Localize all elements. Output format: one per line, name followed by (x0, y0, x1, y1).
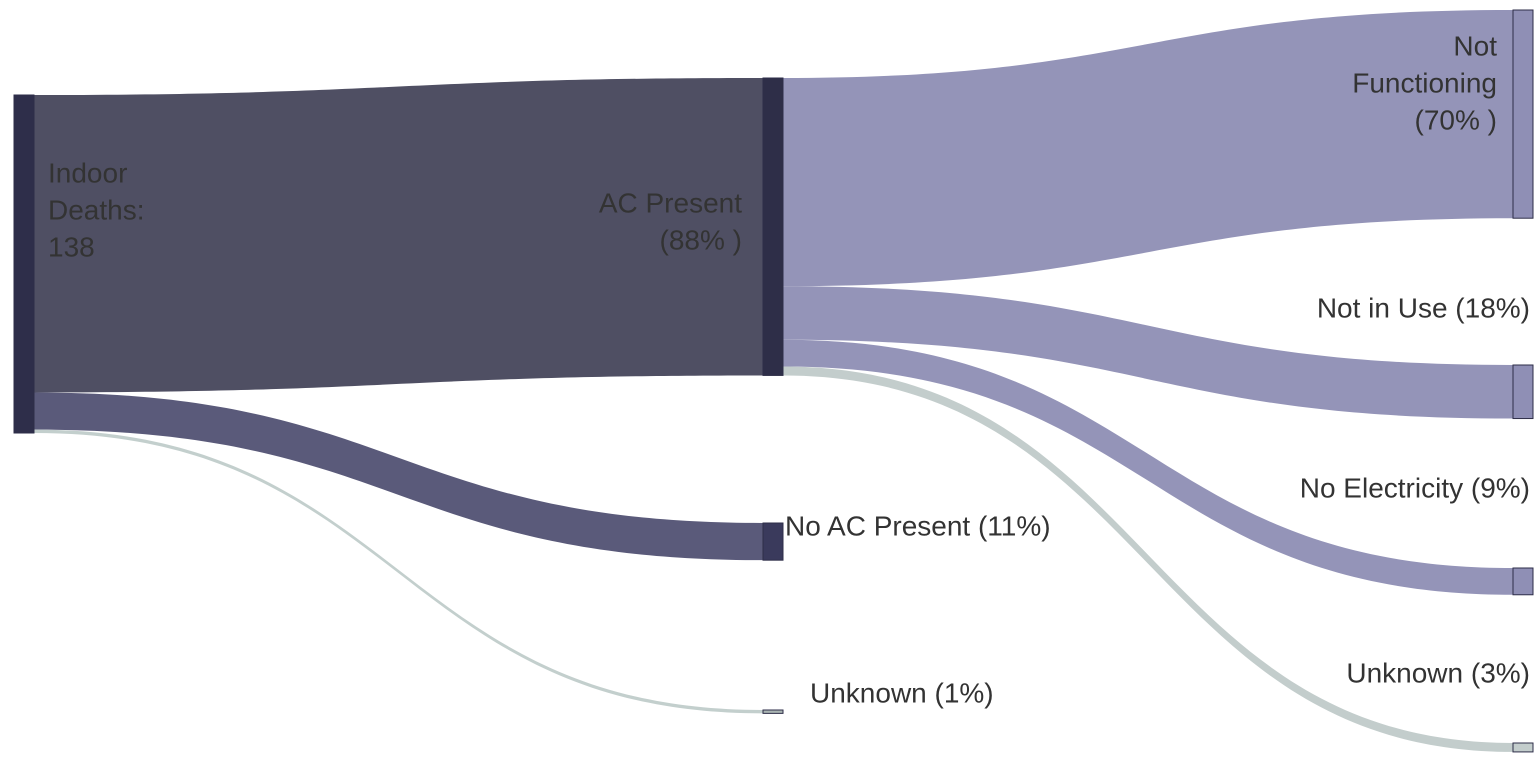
link (783, 10, 1513, 287)
node-label: (70% ) (1415, 104, 1497, 135)
node-label: Deaths: (48, 194, 145, 225)
node-label: 138 (48, 231, 95, 262)
link (34, 429, 763, 714)
node (762, 522, 784, 561)
link (34, 78, 763, 393)
node-label: (88% ) (660, 224, 742, 255)
node (1512, 9, 1534, 219)
node-label: Not (1453, 30, 1497, 61)
node-label: No AC Present (11%) (785, 510, 1051, 541)
node (762, 77, 784, 376)
node-label: No Electricity (9%) (1300, 472, 1530, 503)
node-label: Functioning (1352, 67, 1497, 98)
link (783, 286, 1513, 419)
node (1512, 742, 1534, 753)
links (34, 10, 1513, 752)
node-label: Not in Use (18%) (1317, 292, 1530, 323)
link (34, 392, 763, 561)
node (1512, 567, 1534, 596)
node (1512, 364, 1534, 420)
node-label: Unknown (3%) (1346, 657, 1530, 688)
node-label: AC Present (599, 187, 742, 218)
link (783, 339, 1513, 595)
link (783, 366, 1513, 752)
node (13, 94, 35, 434)
node-label: Indoor (48, 157, 127, 188)
node-label: Unknown (1%) (810, 677, 994, 708)
node (762, 709, 784, 714)
